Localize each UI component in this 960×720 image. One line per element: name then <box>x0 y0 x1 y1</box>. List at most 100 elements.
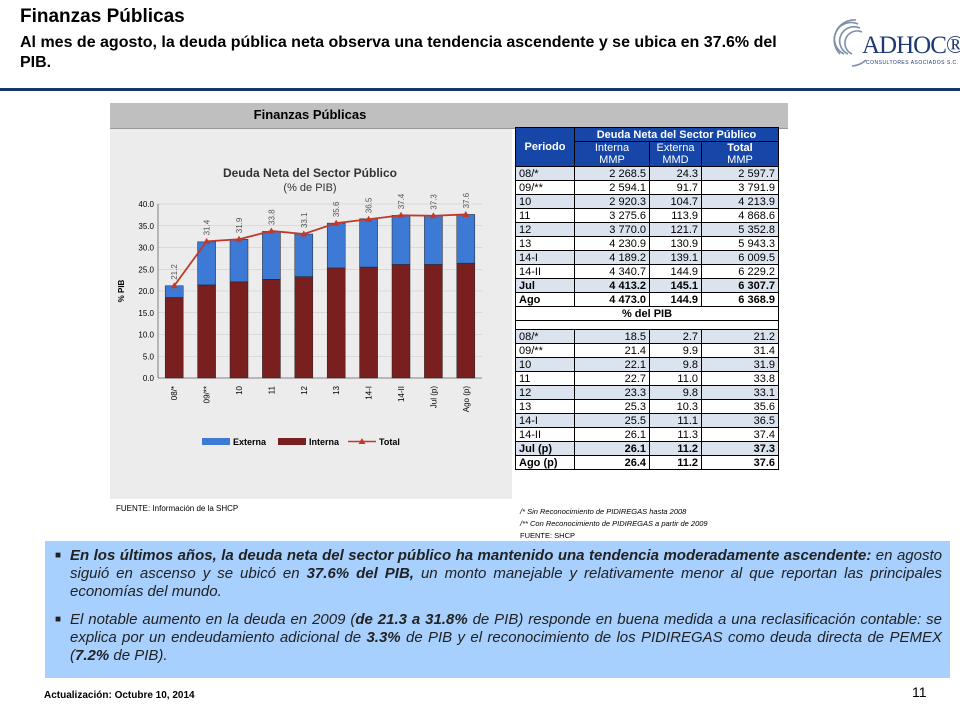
period-cell: Ago <box>515 292 575 307</box>
value-cell: 91.7 <box>649 180 702 195</box>
bullet-square-icon: ■ <box>55 614 62 625</box>
value-cell: 4 340.7 <box>574 264 650 279</box>
value-cell: 31.9 <box>701 357 779 372</box>
period-cell: 12 <box>515 385 575 400</box>
period-cell: Ago (p) <box>515 455 575 470</box>
legend-label-total: Total <box>379 437 400 447</box>
finance-panel: Finanzas Públicas Deuda Neta del Sector … <box>110 103 788 543</box>
col-header-total: Total MMP <box>701 141 779 167</box>
table-row: 12 23.3 9.8 33.1 <box>515 385 779 400</box>
table-row: 08/* 18.5 2.7 21.2 <box>515 329 779 344</box>
value-cell: 6 229.2 <box>701 264 779 279</box>
col-header-period: Periodo <box>515 127 575 167</box>
panel-title: Finanzas Públicas <box>253 107 367 122</box>
total-marker <box>397 211 405 218</box>
value-cell: 144.9 <box>649 264 702 279</box>
value-cell: 22.7 <box>574 371 650 386</box>
table-row: 11 22.7 11.0 33.8 <box>515 371 779 386</box>
bar-interna <box>262 279 281 379</box>
period-cell: 13 <box>515 399 575 414</box>
value-cell: 21.2 <box>701 329 779 344</box>
total-marker <box>332 219 340 226</box>
value-cell: 2 268.5 <box>574 166 650 181</box>
legend-swatch-interna <box>278 438 306 445</box>
legend-swatch-externa <box>202 438 230 445</box>
period-cell: 14-I <box>515 413 575 428</box>
value-cell: 4 213.9 <box>701 194 779 209</box>
period-cell: Jul <box>515 278 575 293</box>
total-data-label: 37.6 <box>462 192 471 208</box>
note-2: /** Con Reconocimiento de PIDIREGAS a pa… <box>520 519 708 528</box>
table-row: 11 3 275.6 113.9 4 868.6 <box>515 208 779 223</box>
total-data-label: 31.9 <box>235 217 244 233</box>
value-cell: 23.3 <box>574 385 650 400</box>
header-rule <box>0 88 960 91</box>
value-cell: 26.1 <box>574 441 650 456</box>
value-cell: 130.9 <box>649 236 702 251</box>
value-cell: 25.3 <box>574 399 650 414</box>
value-cell: 21.4 <box>574 343 650 358</box>
col-header-externa: Externa MMD <box>649 141 702 167</box>
bar-externa <box>197 241 216 286</box>
value-cell: 24.3 <box>649 166 702 181</box>
table-row: Ago (p) 26.4 11.2 37.6 <box>515 455 779 470</box>
logo-sphere-icon <box>833 19 867 67</box>
table-row: 09/** 21.4 9.9 31.4 <box>515 343 779 358</box>
value-cell: 3 770.0 <box>574 222 650 237</box>
period-cell: Jul (p) <box>515 441 575 456</box>
value-cell: 121.7 <box>649 222 702 237</box>
bar-interna <box>456 262 476 379</box>
y-tick-label: 10.0 <box>138 331 154 340</box>
value-cell: 113.9 <box>649 208 702 223</box>
panel-header: Finanzas Públicas <box>110 103 788 129</box>
bar-interna <box>164 297 184 379</box>
value-cell: 37.3 <box>701 441 779 456</box>
total-marker <box>300 230 308 237</box>
table-row: 14-I 25.5 11.1 36.5 <box>515 413 779 428</box>
period-cell: 13 <box>515 236 575 251</box>
section-header-pib: % del PIB <box>515 306 779 321</box>
bar-externa <box>359 218 378 268</box>
y-tick-label: 5.0 <box>143 352 155 361</box>
value-cell: 4 230.9 <box>574 236 650 251</box>
period-cell: 14-I <box>515 250 575 265</box>
x-tick-label: 12 <box>300 385 309 394</box>
bar-externa <box>326 222 346 269</box>
commentary-box: ■ En los últimos años, la deuda neta del… <box>45 541 950 678</box>
value-cell: 144.9 <box>649 292 702 307</box>
value-cell: 5 352.8 <box>701 222 779 237</box>
value-cell: 4 868.6 <box>701 208 779 223</box>
bar-externa <box>262 231 281 280</box>
bar-interna <box>197 284 216 379</box>
bullet-square-icon: ■ <box>55 550 62 561</box>
value-cell: 2 597.7 <box>701 166 779 181</box>
value-cell: 33.8 <box>701 371 779 386</box>
value-cell: 2 920.3 <box>574 194 650 209</box>
x-tick-label: 08/* <box>170 386 179 400</box>
value-cell: 3 275.6 <box>574 208 650 223</box>
value-cell: 145.1 <box>649 278 702 293</box>
total-data-label: 37.3 <box>429 194 438 210</box>
table-row: 14-II 4 340.7 144.9 6 229.2 <box>515 264 779 279</box>
value-cell: 4 473.0 <box>574 292 650 307</box>
value-cell: 37.4 <box>701 427 779 442</box>
debt-chart: Deuda Neta del Sector Público (% de PIB) 0… <box>117 166 482 447</box>
value-cell: 31.4 <box>701 343 779 358</box>
value-cell: 4 413.2 <box>574 278 650 293</box>
y-tick-label: 30.0 <box>138 244 154 253</box>
value-cell: 11.1 <box>649 413 702 428</box>
y-tick-label: 25.0 <box>138 265 154 274</box>
value-cell: 37.6 <box>701 455 779 470</box>
legend-label-externa: Externa <box>233 437 267 447</box>
period-cell: 12 <box>515 222 575 237</box>
col-header-group: Deuda Neta del Sector Público <box>574 127 779 142</box>
value-cell: 22.1 <box>574 357 650 372</box>
x-tick-label: 10 <box>235 385 244 394</box>
value-cell: 2 594.1 <box>574 180 650 195</box>
total-data-label: 21.2 <box>170 264 179 280</box>
value-cell: 10.3 <box>649 399 702 414</box>
table-row: 08/* 2 268.5 24.3 2 597.7 <box>515 166 779 181</box>
update-date: Actualización: Octubre 10, 2014 <box>44 690 195 701</box>
legend-label-interna: Interna <box>309 437 340 447</box>
total-data-label: 35.6 <box>332 201 341 217</box>
